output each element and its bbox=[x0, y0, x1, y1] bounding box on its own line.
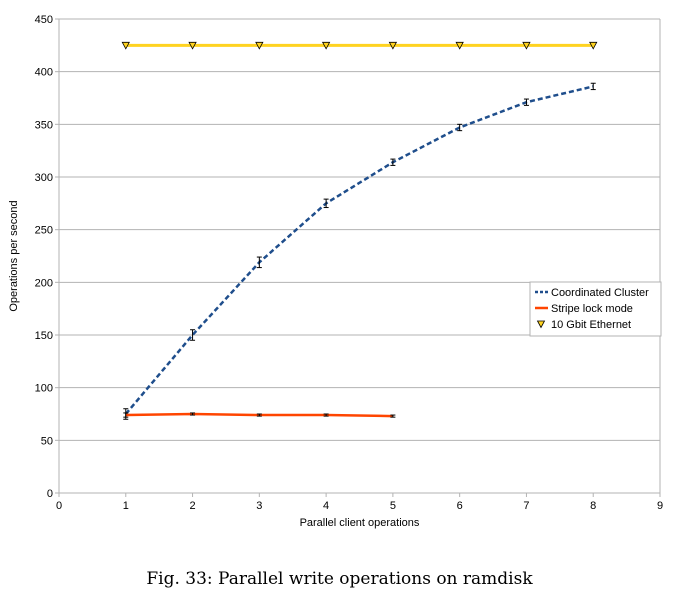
stripe-lock-mode-error-bar bbox=[190, 412, 196, 416]
coordinated-cluster-error-bar bbox=[457, 123, 463, 132]
x-tick-label: 3 bbox=[256, 500, 262, 512]
10-gbit-ethernet-point bbox=[522, 41, 531, 50]
chart: 0 50 100 150 200 250 300 350 400 450 0 1 2 3 4 5 6 7 8 9 Co… bbox=[8, 14, 663, 529]
x-tick-label: 4 bbox=[323, 500, 329, 512]
coordinated-cluster-error-bar bbox=[323, 198, 329, 209]
grid bbox=[59, 18, 660, 441]
x-tick-label: 6 bbox=[457, 500, 463, 512]
x-tick-label: 0 bbox=[56, 500, 62, 512]
10-gbit-ethernet-point bbox=[455, 41, 464, 50]
y-tick-label: 300 bbox=[35, 172, 53, 184]
y-tick-label: 0 bbox=[47, 488, 53, 500]
y-tick-label: 150 bbox=[35, 330, 53, 342]
coordinated-cluster-error-bar bbox=[190, 329, 196, 341]
x-tick-label: 7 bbox=[523, 500, 529, 512]
10-gbit-ethernet-point bbox=[121, 41, 130, 50]
y-tick-label: 400 bbox=[35, 67, 53, 79]
y-tick-label: 50 bbox=[41, 435, 53, 447]
stripe-lock-mode-error-bar bbox=[123, 412, 129, 418]
legend-label-coordinated-cluster: Coordinated Cluster bbox=[551, 287, 649, 299]
coordinated-cluster-error-bar bbox=[590, 82, 596, 91]
10-gbit-ethernet-point bbox=[255, 41, 264, 50]
axes: 0 50 100 150 200 250 300 350 400 450 0 1 2 3 4 5 6 7 8 9 bbox=[35, 14, 663, 512]
legend-swatch-10-gbit-ethernet bbox=[536, 320, 546, 329]
coordinated-cluster-error-bar bbox=[523, 98, 529, 106]
stripe-lock-mode-error-bar bbox=[256, 413, 262, 417]
x-axis-label: Parallel client operations bbox=[300, 517, 420, 529]
10-gbit-ethernet-point bbox=[188, 41, 197, 50]
x-tick-label: 8 bbox=[590, 500, 596, 512]
y-axis-label: Operations per second bbox=[8, 200, 20, 311]
y-tick-label: 250 bbox=[35, 225, 53, 237]
10-gbit-ethernet-point bbox=[589, 41, 598, 50]
y-tick-label: 350 bbox=[35, 119, 53, 131]
x-tick-label: 1 bbox=[123, 500, 129, 512]
figure-caption: Fig. 33: Parallel write operations on ra… bbox=[146, 569, 533, 589]
stripe-lock-mode-error-bar bbox=[390, 414, 396, 418]
legend-label-stripe-lock-mode: Stripe lock mode bbox=[551, 303, 633, 315]
legend: Coordinated Cluster Stripe lock mode 10 Gb… bbox=[529, 281, 662, 337]
stripe-lock-mode-error-bar bbox=[323, 413, 329, 417]
y-tick-label: 200 bbox=[35, 277, 53, 289]
coordinated-cluster-error-bar bbox=[256, 256, 262, 269]
coordinated-cluster-error-bar bbox=[390, 158, 396, 166]
coordinated-cluster-line bbox=[124, 85, 594, 415]
10-gbit-ethernet-point bbox=[388, 41, 398, 50]
10-gbit-ethernet-point bbox=[321, 41, 331, 50]
x-tick-label: 5 bbox=[390, 500, 396, 512]
legend-label-10-gbit-ethernet: 10 Gbit Ethernet bbox=[551, 319, 631, 331]
y-tick-label: 100 bbox=[35, 383, 53, 395]
series bbox=[121, 41, 598, 420]
x-tick-label: 9 bbox=[657, 500, 663, 512]
legend-box bbox=[529, 281, 662, 337]
x-tick-label: 2 bbox=[189, 500, 195, 512]
y-tick-label: 450 bbox=[35, 14, 53, 26]
